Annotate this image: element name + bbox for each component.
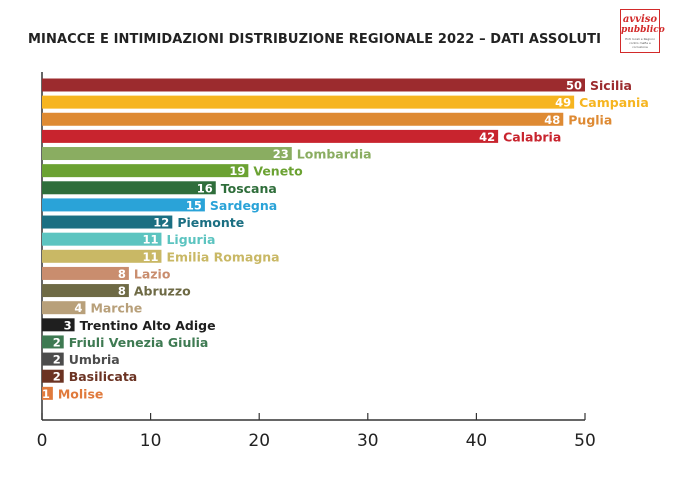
x-tick-label: 40 (466, 431, 488, 451)
bar-lombardia (42, 147, 292, 161)
bar-sardegna (42, 198, 205, 212)
bar-category-label: Veneto (253, 164, 303, 179)
x-tick-label: 20 (248, 431, 270, 451)
logo-line1: avviso (622, 14, 658, 25)
bar-piemonte (42, 215, 173, 229)
bar-category-label: Campania (579, 95, 649, 110)
bar-sicilia (42, 78, 585, 92)
logo-tagline: Enti locali e Regioni contro mafie e cor… (625, 37, 655, 49)
bar-value-label: 50 (566, 79, 582, 93)
bar-trentino-alto-adige (42, 318, 75, 332)
bar-value-label: 1 (42, 387, 50, 401)
bar-liguria (42, 232, 162, 246)
bar-category-label: Toscana (221, 181, 277, 196)
bar-category-label: Molise (58, 386, 104, 401)
chart-title: MINACCE E INTIMIDAZIONI DISTRIBUZIONE RE… (28, 32, 602, 47)
bar-value-label: 12 (153, 216, 169, 230)
bar-value-label: 3 (64, 318, 72, 332)
bar-value-label: 8 (118, 267, 126, 281)
bar-value-label: 4 (74, 301, 82, 315)
bar-category-label: Abruzzo (134, 284, 191, 299)
bar-lazio (42, 266, 129, 280)
logo-line2: pubblico (621, 25, 665, 35)
bar-friuli-venezia-giulia (42, 335, 64, 349)
bar-value-label: 2 (53, 353, 61, 367)
bar-value-label: 48 (544, 113, 560, 127)
bar-value-label: 8 (118, 284, 126, 298)
x-tick-label: 30 (357, 431, 379, 451)
bar-category-label: Sardegna (210, 198, 277, 213)
bar-toscana (42, 181, 216, 195)
bar-abruzzo (42, 284, 129, 298)
bar-value-label: 42 (479, 130, 495, 144)
x-tick-label: 50 (574, 431, 596, 451)
bar-value-label: 49 (555, 96, 571, 110)
bar-umbria (42, 352, 64, 366)
bar-value-label: 2 (53, 370, 61, 384)
bar-value-label: 15 (186, 198, 202, 212)
bar-value-label: 11 (142, 250, 158, 264)
bar-category-label: Basilicata (69, 369, 138, 384)
bar-category-label: Piemonte (177, 215, 244, 230)
bar-value-label: 11 (142, 233, 158, 247)
bar-calabria (42, 129, 499, 143)
bar-emilia-romagna (42, 249, 162, 263)
bar-value-label: 19 (229, 164, 245, 178)
bar-basilicata (42, 369, 64, 383)
bar-category-label: Puglia (568, 112, 612, 127)
bar-category-label: Sicilia (590, 78, 632, 93)
bar-value-label: 2 (53, 335, 61, 349)
bar-category-label: Umbria (69, 352, 120, 367)
bar-marche (42, 301, 86, 315)
bar-category-label: Marche (90, 301, 142, 316)
bar-category-label: Lazio (134, 266, 171, 281)
bar-veneto (42, 164, 249, 178)
bar-category-label: Calabria (503, 129, 561, 144)
bar-value-label: 16 (197, 181, 213, 195)
bar-category-label: Liguria (166, 232, 215, 247)
bar-puglia (42, 112, 564, 126)
bar-category-label: Friuli Venezia Giulia (69, 335, 209, 350)
x-tick-label: 10 (140, 431, 162, 451)
bar-category-label: Emilia Romagna (166, 249, 279, 264)
avviso-pubblico-logo: avviso pubblico Enti locali e Regioni co… (620, 9, 665, 53)
bar-molise (42, 386, 53, 400)
bar-category-label: Trentino Alto Adige (80, 318, 216, 333)
bar-category-label: Lombardia (297, 147, 372, 162)
bar-value-label: 23 (273, 147, 289, 161)
bar-campania (42, 95, 575, 109)
x-tick-label: 0 (37, 431, 48, 451)
